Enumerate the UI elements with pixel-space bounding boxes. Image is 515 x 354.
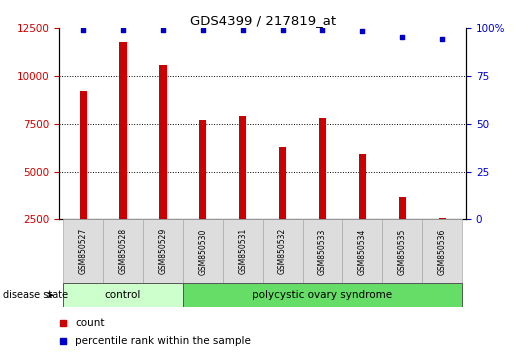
Point — [438, 36, 447, 42]
Point — [79, 27, 87, 33]
FancyBboxPatch shape — [382, 219, 422, 283]
Bar — [359, 154, 366, 219]
Text: GSM850535: GSM850535 — [398, 228, 407, 275]
FancyBboxPatch shape — [183, 283, 462, 307]
Bar — [399, 196, 406, 219]
Point — [318, 27, 327, 33]
Text: GSM850527: GSM850527 — [79, 228, 88, 274]
FancyBboxPatch shape — [263, 219, 302, 283]
FancyBboxPatch shape — [63, 283, 183, 307]
Point — [199, 27, 207, 33]
Point — [358, 28, 367, 34]
Point — [119, 27, 127, 33]
FancyBboxPatch shape — [342, 219, 382, 283]
Bar — [199, 120, 207, 219]
FancyBboxPatch shape — [302, 219, 342, 283]
FancyBboxPatch shape — [63, 219, 103, 283]
Text: GSM850531: GSM850531 — [238, 228, 247, 274]
Point — [279, 27, 287, 33]
Point — [159, 27, 167, 33]
FancyBboxPatch shape — [183, 219, 223, 283]
Text: GSM850529: GSM850529 — [159, 228, 167, 274]
Text: GSM850530: GSM850530 — [198, 228, 208, 275]
FancyBboxPatch shape — [223, 219, 263, 283]
Text: GSM850532: GSM850532 — [278, 228, 287, 274]
Text: GSM850534: GSM850534 — [358, 228, 367, 275]
Bar — [79, 91, 87, 219]
Bar — [119, 42, 127, 219]
Bar — [279, 147, 286, 219]
FancyBboxPatch shape — [422, 219, 462, 283]
Bar — [319, 118, 326, 219]
Text: GSM850528: GSM850528 — [118, 228, 128, 274]
Point — [398, 34, 406, 40]
Text: control: control — [105, 290, 141, 300]
FancyBboxPatch shape — [143, 219, 183, 283]
Text: disease state: disease state — [3, 290, 67, 300]
Bar — [439, 218, 446, 219]
Text: GSM850533: GSM850533 — [318, 228, 327, 275]
FancyBboxPatch shape — [103, 219, 143, 283]
Bar — [239, 116, 246, 219]
Text: percentile rank within the sample: percentile rank within the sample — [76, 336, 251, 347]
Title: GDS4399 / 217819_at: GDS4399 / 217819_at — [190, 14, 336, 27]
Text: count: count — [76, 318, 105, 328]
Bar — [159, 65, 166, 219]
Point — [238, 27, 247, 33]
Text: polycystic ovary syndrome: polycystic ovary syndrome — [252, 290, 392, 300]
Text: GSM850536: GSM850536 — [438, 228, 447, 275]
